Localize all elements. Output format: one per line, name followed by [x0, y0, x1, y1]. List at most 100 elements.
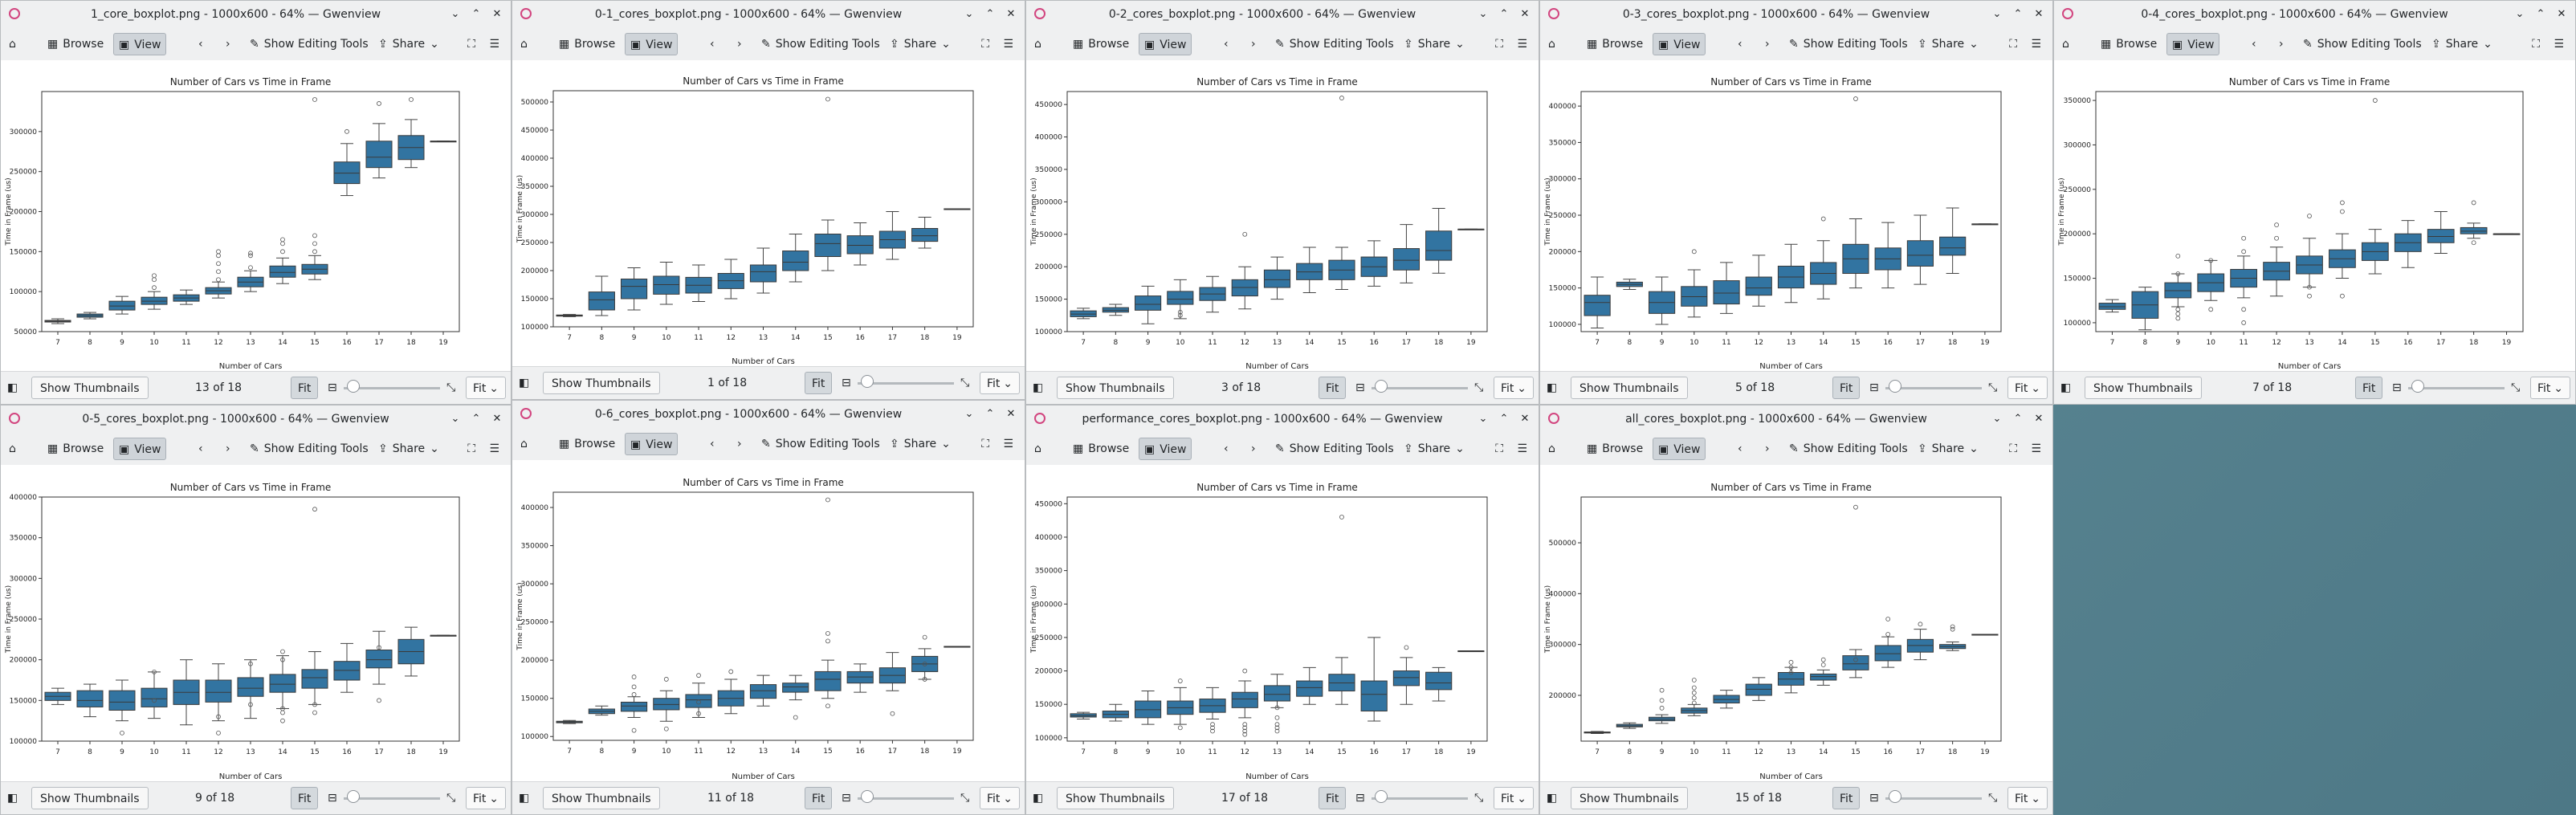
maximize-icon[interactable]: ⌃ — [2013, 413, 2023, 425]
fit-button[interactable]: Fit — [291, 787, 319, 809]
share-button[interactable]: ⇪ Share ⌄ — [1404, 438, 1465, 460]
close-icon[interactable]: ✕ — [1006, 408, 1016, 420]
zoom-slider-handle[interactable] — [1889, 380, 1901, 393]
show-thumbnails-button[interactable]: Show Thumbnails — [1057, 787, 1174, 809]
image-view[interactable]: Number of Cars vs Time in Frame Number of… — [1540, 465, 2052, 782]
share-button[interactable]: ⇪ Share ⌄ — [890, 433, 951, 455]
zoom-in-icon[interactable]: ⤡ — [960, 792, 970, 805]
zoom-slider-handle[interactable] — [861, 790, 874, 803]
zoom-slider[interactable] — [2408, 387, 2505, 389]
share-button[interactable]: ⇪ Share ⌄ — [1404, 33, 1465, 55]
sidebar-toggle-icon[interactable]: ◧ — [1033, 381, 1044, 394]
image-view[interactable]: Number of Cars vs Time in Frame Number of… — [512, 60, 1025, 367]
previous-icon[interactable]: ‹ — [198, 442, 203, 455]
share-button[interactable]: ⇪ Share ⌄ — [890, 33, 951, 55]
view-button[interactable]: ▣ View — [625, 433, 679, 455]
show-thumbnails-button[interactable]: Show Thumbnails — [1571, 377, 1688, 399]
show-editing-tools-button[interactable]: ✎ Show Editing Tools — [2303, 33, 2422, 55]
browse-button[interactable]: ▦ Browse — [1587, 33, 1643, 55]
fit-button[interactable]: Fit — [1832, 377, 1861, 399]
zoom-slider[interactable] — [1372, 387, 1468, 389]
show-editing-tools-button[interactable]: ✎ Show Editing Tools — [1275, 438, 1394, 460]
close-icon[interactable]: ✕ — [1520, 413, 1530, 425]
image-view[interactable]: Number of Cars vs Time in Frame Number of… — [1, 465, 511, 782]
zoom-in-icon[interactable]: ⤡ — [446, 381, 456, 394]
zoom-level-combo[interactable]: Fit ⌄ — [2007, 377, 2048, 399]
maximize-icon[interactable]: ⌃ — [471, 413, 481, 425]
hamburger-menu-icon[interactable]: ☰ — [489, 38, 499, 51]
sidebar-toggle-icon[interactable]: ◧ — [1547, 792, 1558, 805]
previous-icon[interactable]: ‹ — [1224, 442, 1229, 455]
share-button[interactable]: ⇪ Share ⌄ — [378, 33, 439, 55]
show-thumbnails-button[interactable]: Show Thumbnails — [543, 372, 660, 394]
view-button[interactable]: ▣ View — [2166, 33, 2220, 55]
hamburger-menu-icon[interactable]: ☰ — [2031, 442, 2041, 455]
next-icon[interactable]: › — [226, 38, 230, 51]
fullscreen-icon[interactable]: ⛶ — [1495, 442, 1503, 455]
view-button[interactable]: ▣ View — [1653, 438, 1706, 460]
fit-button[interactable]: Fit — [2355, 377, 2383, 399]
sidebar-toggle-icon[interactable]: ◧ — [519, 792, 530, 805]
show-thumbnails-button[interactable]: Show Thumbnails — [31, 787, 149, 809]
zoom-out-icon[interactable]: ⊟ — [328, 792, 337, 805]
sidebar-toggle-icon[interactable]: ◧ — [519, 377, 530, 389]
minimize-icon[interactable]: ⌄ — [1992, 413, 2002, 425]
minimize-icon[interactable]: ⌄ — [964, 8, 974, 20]
share-button[interactable]: ⇪ Share ⌄ — [1918, 33, 1979, 55]
home-icon[interactable]: ⌂ — [1034, 442, 1041, 455]
hamburger-menu-icon[interactable]: ☰ — [2554, 38, 2564, 51]
view-button[interactable]: ▣ View — [1139, 33, 1192, 55]
hamburger-menu-icon[interactable]: ☰ — [1003, 438, 1013, 450]
previous-icon[interactable]: ‹ — [710, 38, 715, 51]
zoom-in-icon[interactable]: ⤡ — [1988, 792, 1998, 805]
maximize-icon[interactable]: ⌃ — [2536, 8, 2545, 20]
fullscreen-icon[interactable]: ⛶ — [981, 38, 989, 51]
zoom-level-combo[interactable]: Fit ⌄ — [1494, 377, 1534, 399]
minimize-icon[interactable]: ⌄ — [450, 413, 460, 425]
home-icon[interactable]: ⌂ — [520, 438, 528, 450]
zoom-slider-handle[interactable] — [2411, 380, 2424, 393]
next-icon[interactable]: › — [1765, 442, 1770, 455]
next-icon[interactable]: › — [226, 442, 230, 455]
share-button[interactable]: ⇪ Share ⌄ — [2431, 33, 2492, 55]
title-bar[interactable]: 0-3_cores_boxplot.png - 1000x600 - 64% —… — [1540, 1, 2052, 29]
close-icon[interactable]: ✕ — [2034, 413, 2044, 425]
zoom-in-icon[interactable]: ⤡ — [960, 377, 970, 389]
browse-button[interactable]: ▦ Browse — [1073, 33, 1129, 55]
zoom-slider[interactable] — [344, 387, 440, 389]
home-icon[interactable]: ⌂ — [1548, 38, 1555, 51]
image-view[interactable]: Number of Cars vs Time in Frame Number of… — [1, 60, 511, 372]
title-bar[interactable]: 0-1_cores_boxplot.png - 1000x600 - 64% —… — [512, 1, 1025, 29]
fit-button[interactable]: Fit — [805, 372, 833, 394]
zoom-slider-handle[interactable] — [1889, 790, 1901, 803]
hamburger-menu-icon[interactable]: ☰ — [2031, 38, 2041, 51]
previous-icon[interactable]: ‹ — [1738, 38, 1742, 51]
view-button[interactable]: ▣ View — [625, 33, 679, 55]
zoom-slider-handle[interactable] — [347, 380, 360, 393]
image-view[interactable]: Number of Cars vs Time in Frame Number of… — [1540, 60, 2052, 372]
browse-button[interactable]: ▦ Browse — [1073, 438, 1129, 460]
image-view[interactable]: Number of Cars vs Time in Frame Number of… — [1026, 60, 1539, 372]
next-icon[interactable]: › — [2279, 38, 2284, 51]
show-thumbnails-button[interactable]: Show Thumbnails — [2085, 377, 2202, 399]
title-bar[interactable]: 0-6_cores_boxplot.png - 1000x600 - 64% —… — [512, 401, 1025, 429]
previous-icon[interactable]: ‹ — [2252, 38, 2256, 51]
zoom-level-combo[interactable]: Fit ⌄ — [466, 377, 506, 399]
minimize-icon[interactable]: ⌄ — [1992, 8, 2002, 20]
zoom-slider[interactable] — [858, 382, 954, 385]
zoom-out-icon[interactable]: ⊟ — [1869, 792, 1879, 805]
zoom-slider[interactable] — [1372, 797, 1468, 800]
zoom-level-combo[interactable]: Fit ⌄ — [980, 372, 1020, 394]
home-icon[interactable]: ⌂ — [9, 38, 16, 51]
minimize-icon[interactable]: ⌄ — [450, 8, 460, 20]
fullscreen-icon[interactable]: ⛶ — [2009, 442, 2017, 455]
zoom-slider[interactable] — [1885, 387, 1982, 389]
title-bar[interactable]: performance_cores_boxplot.png - 1000x600… — [1026, 405, 1539, 434]
browse-button[interactable]: ▦ Browse — [47, 33, 104, 55]
sidebar-toggle-icon[interactable]: ◧ — [7, 381, 18, 394]
zoom-out-icon[interactable]: ⊟ — [1869, 381, 1879, 394]
fit-button[interactable]: Fit — [805, 787, 833, 809]
title-bar[interactable]: all_cores_boxplot.png - 1000x600 - 64% —… — [1540, 405, 2052, 434]
zoom-level-combo[interactable]: Fit ⌄ — [1494, 787, 1534, 809]
next-icon[interactable]: › — [1765, 38, 1770, 51]
